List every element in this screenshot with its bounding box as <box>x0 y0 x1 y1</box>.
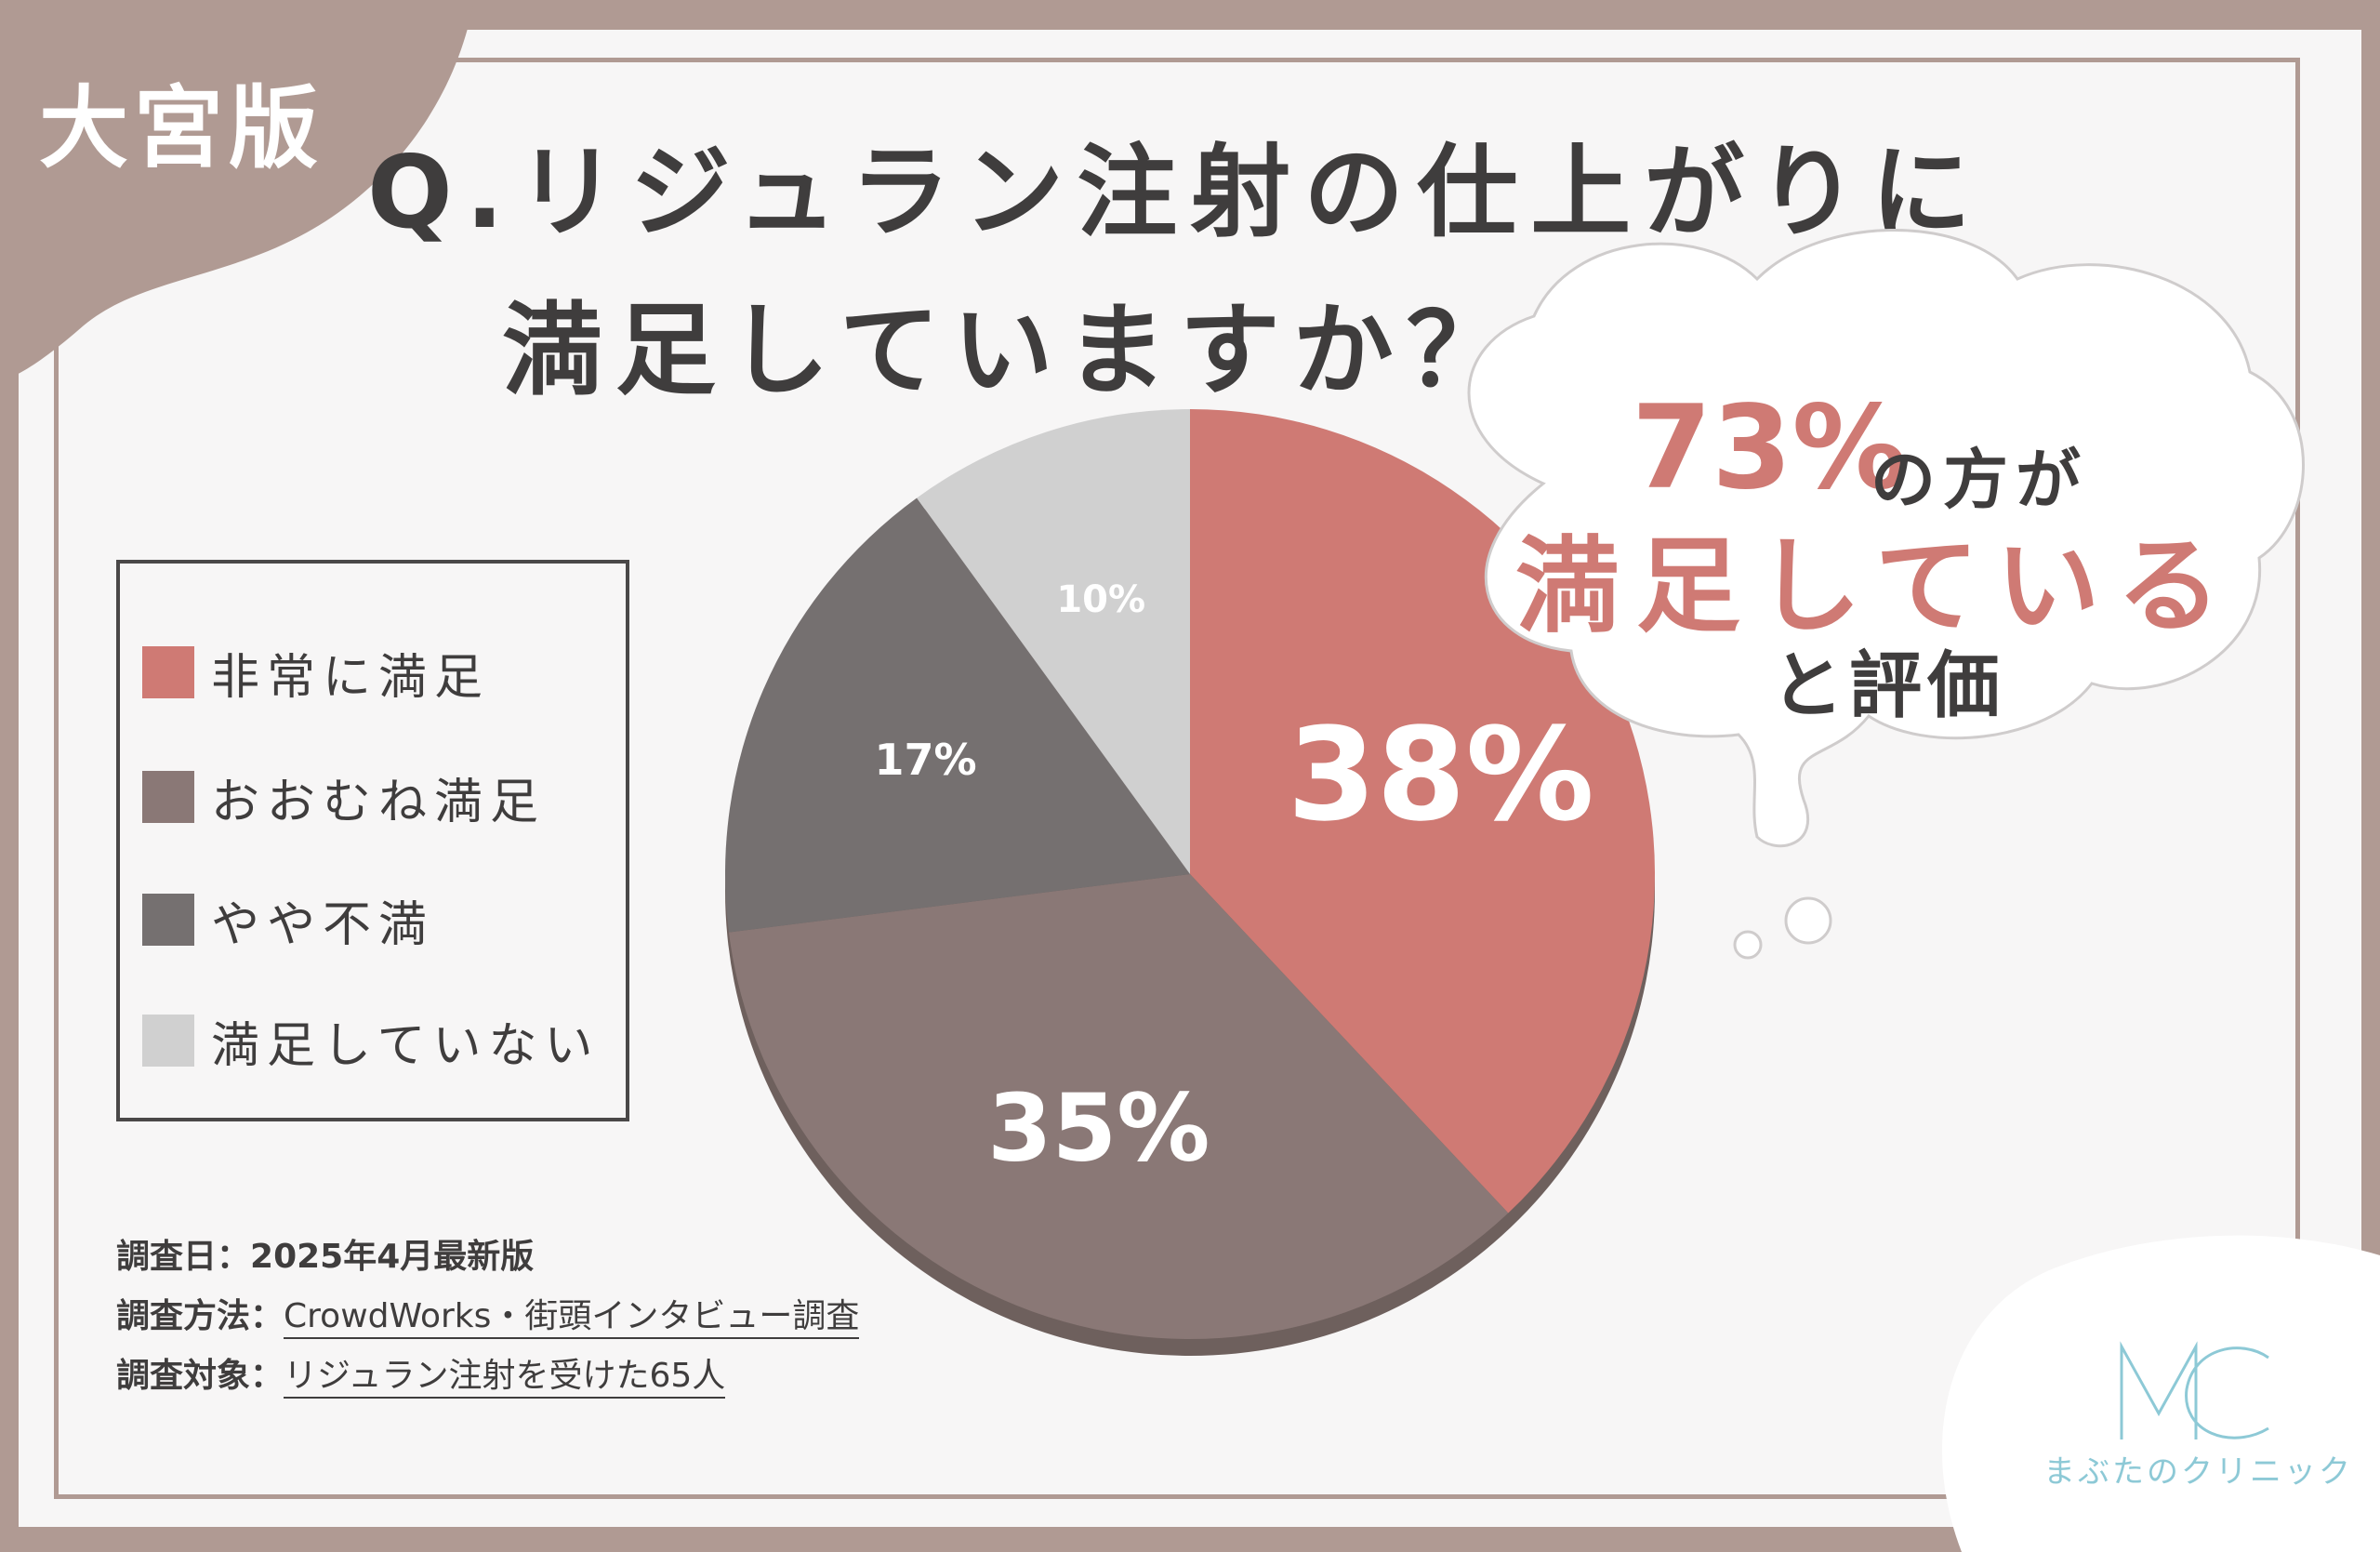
legend-label: 満足していない <box>211 1017 601 1074</box>
slice-label-1: 38% <box>1287 700 1593 850</box>
callout-percent-tail: の方が <box>1871 442 2088 518</box>
legend-label: 非常に満足 <box>211 649 491 706</box>
note-label: 調査対象： <box>116 1357 284 1395</box>
legend-swatch <box>142 646 194 698</box>
legend-item-somewhat-unsatisfied: やや不満 <box>142 887 435 953</box>
legend-swatch <box>142 1015 194 1067</box>
slice-label-4: 10% <box>1056 578 1145 621</box>
legend-item-very-satisfied: 非常に満足 <box>142 640 491 706</box>
legend-swatch <box>142 771 194 823</box>
slice-label-3: 17% <box>874 735 976 785</box>
note-label: 調査方法： <box>116 1297 284 1335</box>
question-title-line2: 満足していますか？ <box>502 293 1520 409</box>
legend-item-mostly-satisfied: おおむね満足 <box>142 764 547 830</box>
note-survey-target: 調査対象：リジュラン注射を受けた65人 <box>116 1346 859 1406</box>
question-title-line1: Q.リジュラン注射の仕上がりに <box>367 135 1985 251</box>
slice-label-2: 35% <box>987 1073 1210 1182</box>
callout-sub: と評価 <box>1771 644 2006 728</box>
region-tag: 大宮版 <box>39 76 324 180</box>
legend-swatch <box>142 894 194 946</box>
slice-somewhat-unsatisfied <box>725 497 1190 933</box>
note-value: CrowdWorks・街頭インタビュー調査 <box>284 1297 860 1339</box>
legend-label: やや不満 <box>211 896 435 953</box>
bubble-dot-small <box>1733 930 1763 960</box>
note-label: 調査日： <box>116 1238 251 1276</box>
note-survey-date: 調査日：2025年4月最新版 <box>116 1227 859 1287</box>
legend-item-not-satisfied: 満足していない <box>142 1008 601 1074</box>
legend: 非常に満足 おおむね満足 やや不満 満足していない <box>116 560 629 1121</box>
note-survey-method: 調査方法：CrowdWorks・街頭インタビュー調査 <box>116 1287 860 1346</box>
bubble-dot-large <box>1784 896 1832 945</box>
bubble-shape <box>1467 229 2305 848</box>
slice-not-satisfied <box>917 409 1190 874</box>
legend-label: おおむね満足 <box>211 774 547 830</box>
note-value: 2025年4月最新版 <box>250 1238 535 1276</box>
mc-logo-icon <box>2120 1341 2269 1439</box>
survey-notes: 調査日：2025年4月最新版 調査方法：CrowdWorks・街頭インタビュー調… <box>116 1227 860 1406</box>
corner-blob <box>0 0 474 381</box>
callout-percent: 73% <box>1632 381 1908 515</box>
callout-main: 満足している <box>1515 526 2238 647</box>
clinic-name: まぶたのクリニック <box>2043 1453 2353 1491</box>
inner-frame <box>54 58 2300 1499</box>
note-value: リジュラン注射を受けた65人 <box>284 1357 726 1399</box>
slice-mostly-satisfied <box>728 874 1509 1339</box>
